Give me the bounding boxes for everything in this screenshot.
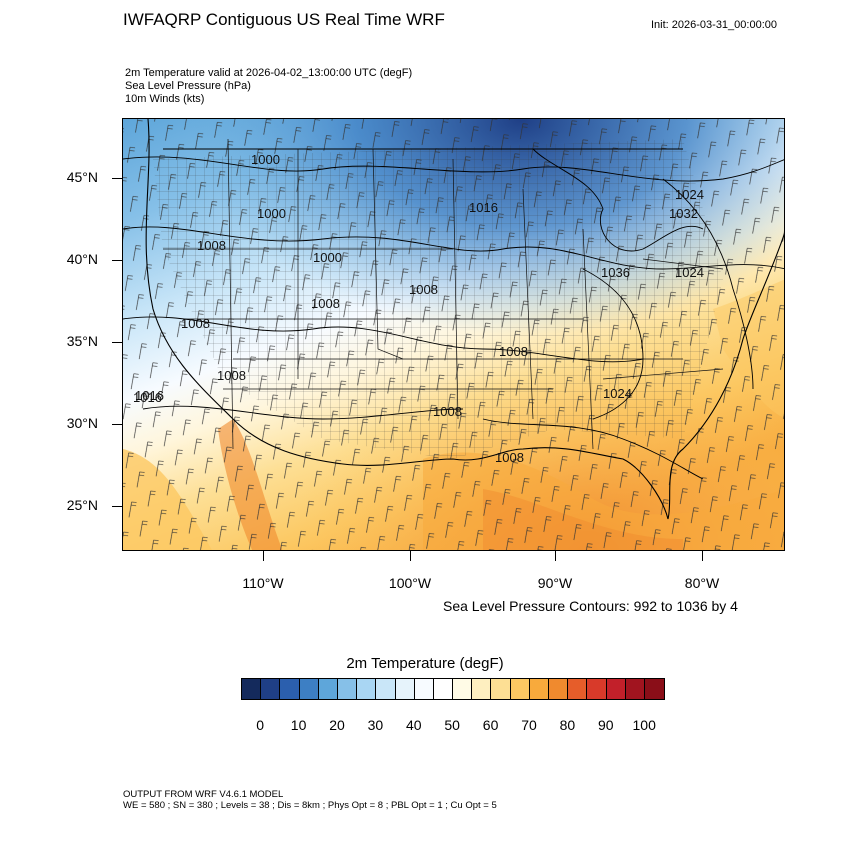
lat-tick-40: 40°N <box>66 251 98 267</box>
colorbar-cell <box>261 679 281 699</box>
lon-tick-110w: 110°W <box>242 575 284 591</box>
pressure-contour-label: 1016 <box>133 390 162 405</box>
lat-tick-45: 45°N <box>66 169 98 185</box>
colorbar-label: 80 <box>559 717 576 733</box>
colorbar-cell <box>433 679 454 699</box>
pressure-contour-label: 1000 <box>313 250 342 265</box>
colorbar-cell <box>337 679 358 699</box>
colorbar-cell <box>510 679 530 699</box>
colorbar-cell <box>414 679 434 699</box>
pressure-contour-label: 1024 <box>675 187 704 202</box>
colorbar-cell <box>587 679 607 699</box>
colorbar-cell <box>280 679 300 699</box>
pressure-contour-label: 1008 <box>181 316 210 331</box>
lat-tickmark <box>112 178 122 179</box>
lat-tick-30: 30°N <box>66 415 98 431</box>
colorbar-label: 100 <box>632 717 656 733</box>
pressure-contour-label: 1000 <box>257 206 286 221</box>
colorbar-cell <box>644 679 665 699</box>
footer-model: OUTPUT FROM WRF V4.6.1 MODEL <box>123 789 284 800</box>
legend-title: 2m Temperature (degF) <box>346 655 504 672</box>
pressure-contour-label: 1008 <box>499 344 528 359</box>
pressure-contour-label: 1008 <box>409 282 438 297</box>
lon-tickmark <box>410 551 411 561</box>
colorbar-label: 90 <box>598 717 614 733</box>
lon-tickmark <box>263 551 264 561</box>
init-time: Init: 2026-03-31_00:00:00 <box>651 19 777 31</box>
pressure-contour-label: 1008 <box>197 238 226 253</box>
colorbar-label: 10 <box>290 717 307 733</box>
colorbar-cell <box>625 679 645 699</box>
chart-title: IWFAQRP Contiguous US Real Time WRF <box>123 10 445 29</box>
lat-tick-35: 35°N <box>66 333 98 349</box>
pressure-contour-label: 1032 <box>669 206 698 221</box>
lon-tick-80w: 80°W <box>684 575 720 591</box>
colorbar-label: 40 <box>406 717 422 733</box>
colorbar-label: 0 <box>256 717 265 733</box>
colorbar-label: 60 <box>482 717 499 733</box>
colorbar-cell <box>472 679 492 699</box>
lon-tick-90w: 90°W <box>537 575 573 591</box>
colorbar-cell <box>299 679 319 699</box>
weather-map: 1000 1000 1016 1024 1032 1008 1000 1008 1008 1036… <box>122 118 785 551</box>
pressure-contour-label: 1008 <box>433 404 462 419</box>
pressure-contour-label: 1008 <box>311 296 340 311</box>
colorbar-cell <box>376 679 396 699</box>
lon-tickmark <box>702 551 703 561</box>
colorbar-cell <box>549 679 569 699</box>
lon-tickmark <box>555 551 556 561</box>
pressure-contour-label: 1000 <box>251 152 280 167</box>
colorbar-cell <box>491 679 511 699</box>
colorbar-label: 30 <box>367 717 384 733</box>
pressure-contour-label: 1008 <box>495 450 524 465</box>
colorbar-label: 20 <box>329 717 345 733</box>
subtitle-temperature: 2m Temperature valid at 2026-04-02_13:00… <box>125 67 413 79</box>
lat-tickmark <box>112 424 122 425</box>
temperature-colorbar <box>241 678 666 700</box>
lat-tickmark <box>112 260 122 261</box>
colorbar-label: 70 <box>521 717 537 733</box>
colorbar-cell <box>357 679 377 699</box>
colorbar-cell <box>453 679 473 699</box>
colorbar-label: 50 <box>444 717 460 733</box>
pressure-contour-label: 1016 <box>469 200 498 215</box>
pressure-contour-label: 1024 <box>675 265 704 280</box>
lon-tick-100w: 100°W <box>388 575 432 591</box>
colorbar-cell <box>606 679 626 699</box>
colorbar-cell <box>568 679 588 699</box>
pressure-contour-label: 1024 <box>603 386 632 401</box>
colorbar-cell <box>395 679 415 699</box>
subtitle-winds: 10m Winds (kts) <box>125 93 205 105</box>
subtitle-pressure: Sea Level Pressure (hPa) <box>125 80 251 92</box>
lat-tickmark <box>112 342 122 343</box>
pressure-contour-label: 1008 <box>217 368 246 383</box>
footer-config: WE = 580 ; SN = 380 ; Levels = 38 ; Dis … <box>123 800 497 811</box>
pressure-contour-label: 1016 <box>135 388 164 403</box>
contour-note: Sea Level Pressure Contours: 992 to 1036… <box>443 598 738 614</box>
colorbar-cell <box>242 679 262 699</box>
pressure-contour-label: 1036 <box>601 265 630 280</box>
colorbar-cell <box>318 679 338 699</box>
map-canvas: 1000 1000 1016 1024 1032 1008 1000 1008 1008 1036… <box>123 119 784 550</box>
lat-tickmark <box>112 506 122 507</box>
colorbar-cell <box>529 679 549 699</box>
lat-tick-25: 25°N <box>66 497 98 513</box>
